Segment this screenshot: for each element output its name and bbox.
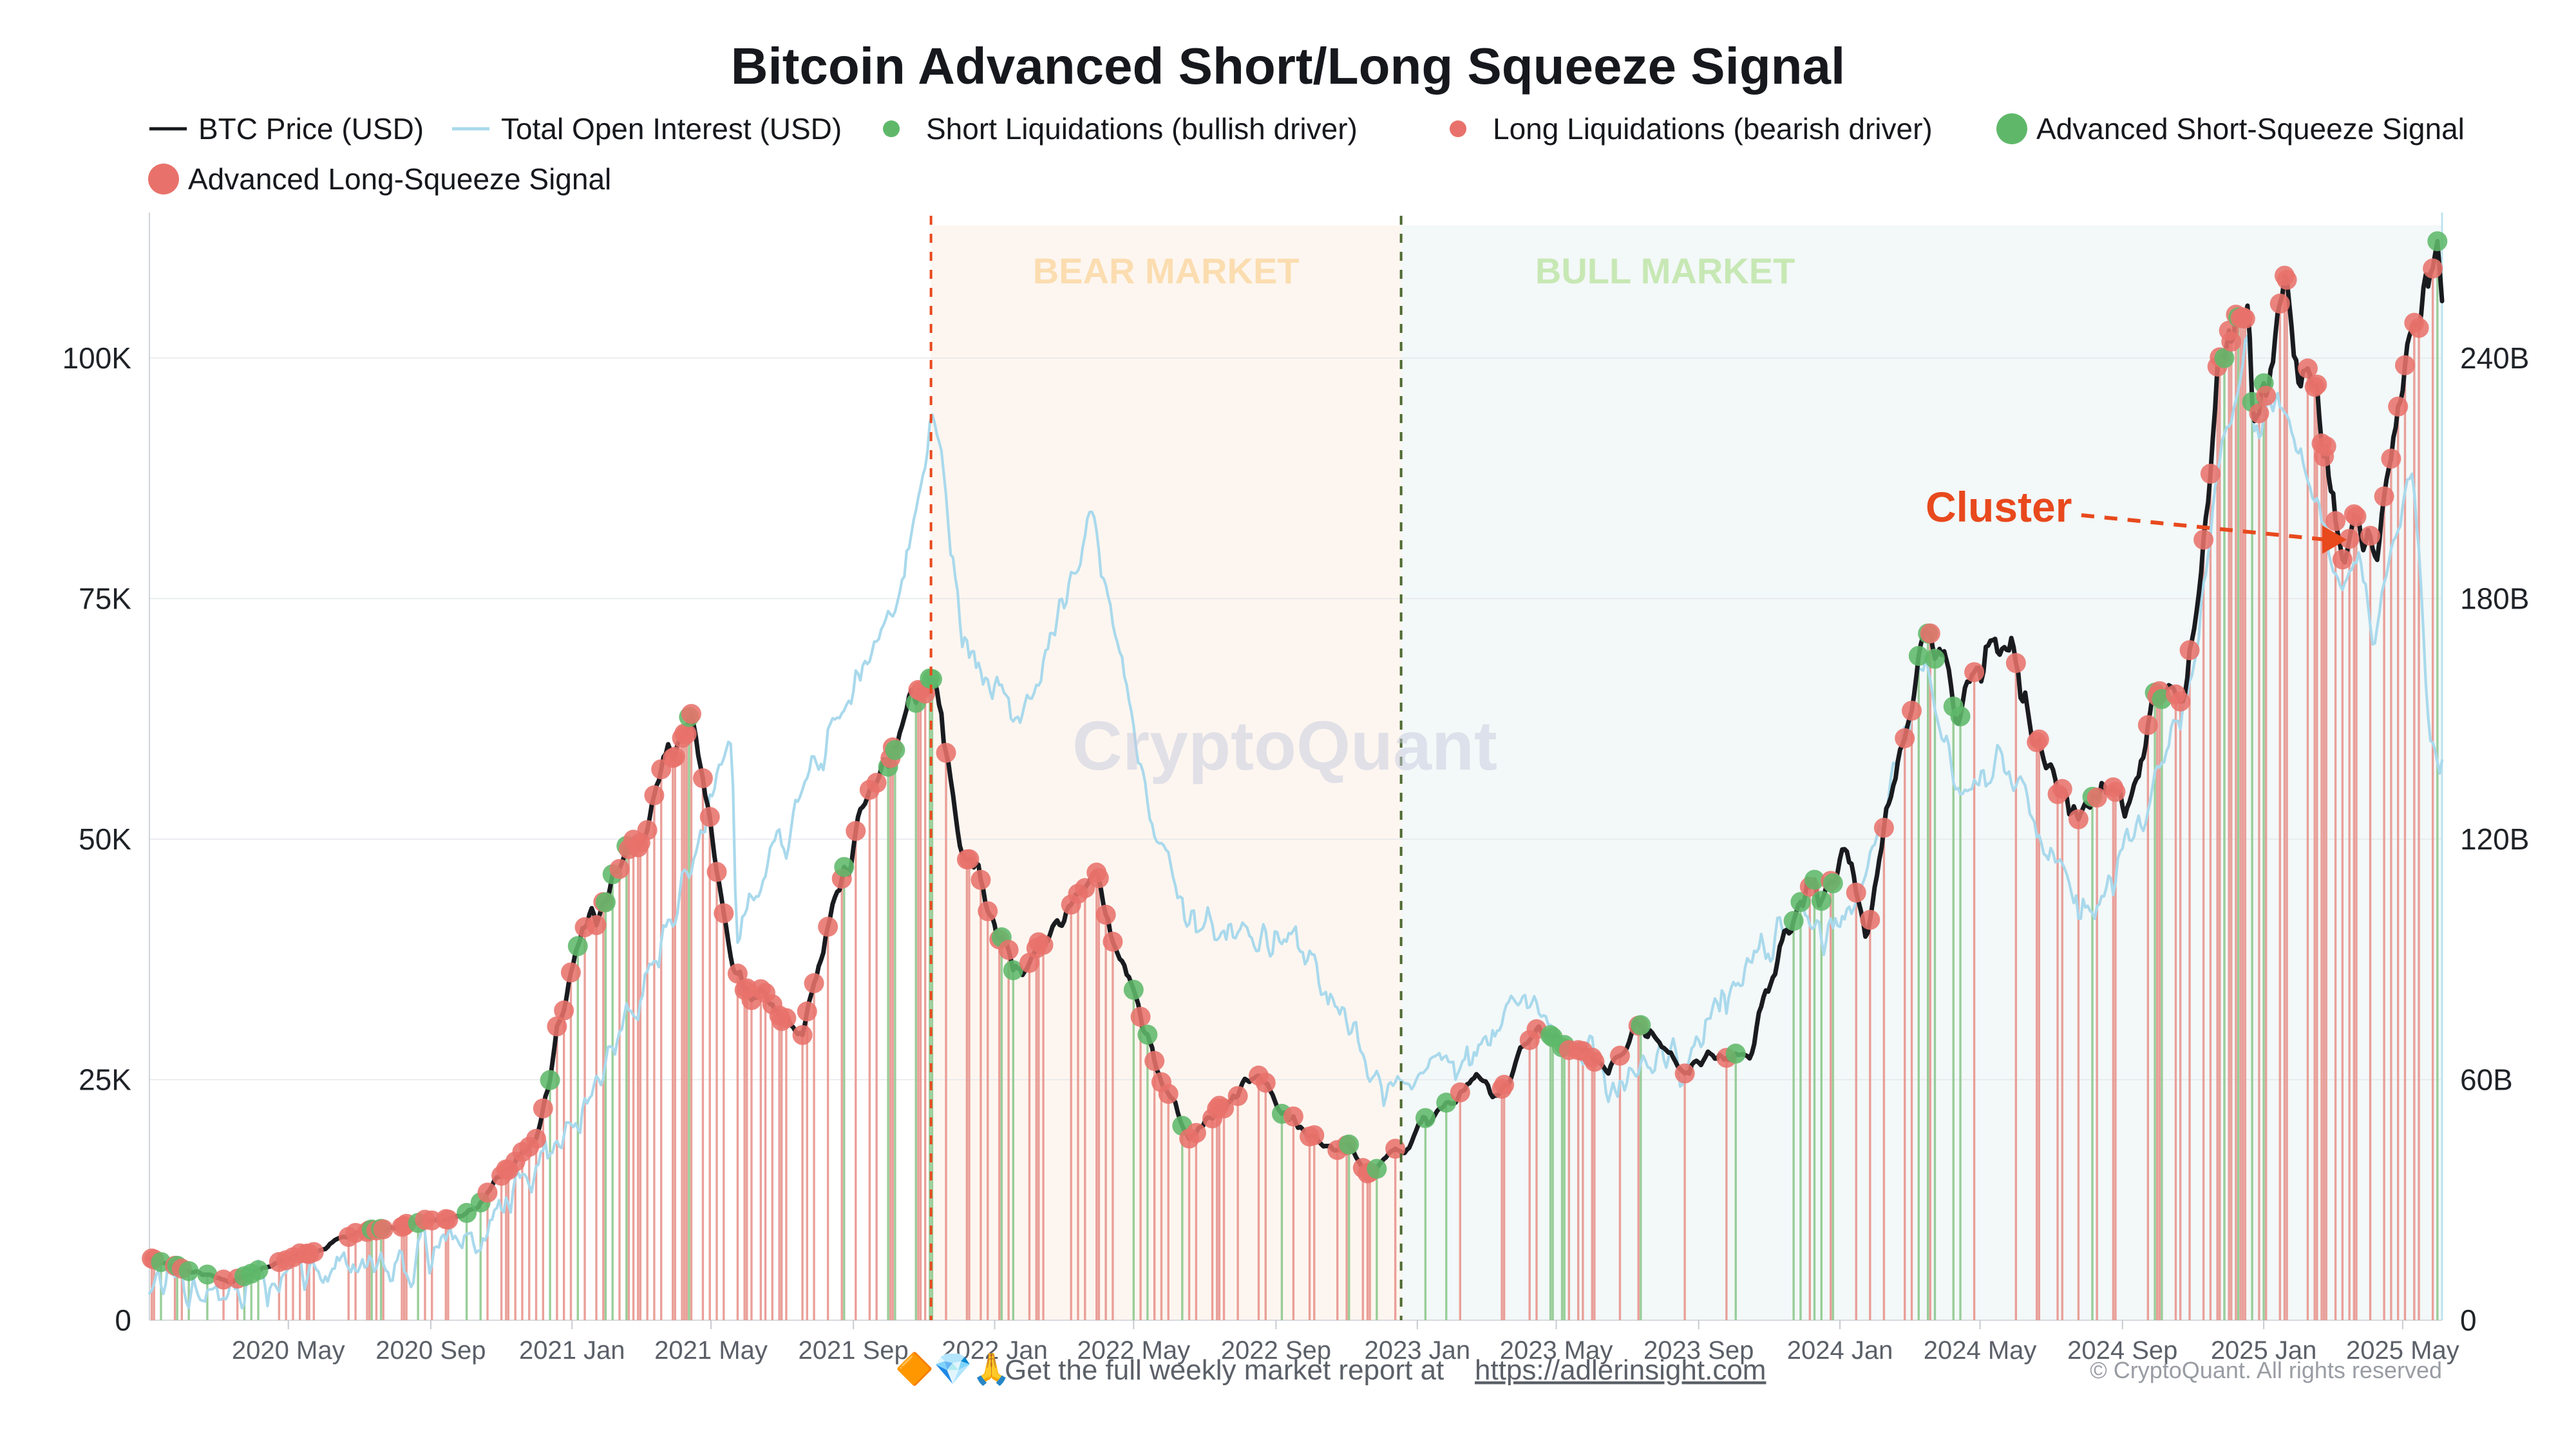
svg-text:60B: 60B xyxy=(2460,1063,2513,1097)
svg-text:120B: 120B xyxy=(2460,822,2529,856)
svg-text:25K: 25K xyxy=(79,1063,131,1097)
svg-text:Cluster: Cluster xyxy=(1926,483,2072,531)
svg-text:CryptoQuant: CryptoQuant xyxy=(1072,706,1497,784)
svg-text:2021 Jan: 2021 Jan xyxy=(519,1336,625,1365)
svg-text:2024 Jan: 2024 Jan xyxy=(1787,1336,1893,1365)
svg-text:75K: 75K xyxy=(79,582,131,616)
svg-text:180B: 180B xyxy=(2460,582,2529,616)
svg-text:BTC Price (USD): BTC Price (USD) xyxy=(198,112,424,146)
svg-text:240B: 240B xyxy=(2460,341,2529,375)
svg-text:Advanced Long-Squeeze Signal: Advanced Long-Squeeze Signal xyxy=(188,162,611,196)
svg-text:0: 0 xyxy=(115,1303,131,1337)
svg-text:https://adlerinsight.com: https://adlerinsight.com xyxy=(1475,1354,1766,1386)
svg-text:2021 Sep: 2021 Sep xyxy=(799,1336,909,1365)
svg-text:2020 May: 2020 May xyxy=(232,1336,345,1365)
svg-text:100K: 100K xyxy=(62,341,132,375)
svg-text:2021 May: 2021 May xyxy=(654,1336,768,1365)
svg-text:2024 May: 2024 May xyxy=(1924,1336,2037,1365)
svg-text:0: 0 xyxy=(2460,1303,2477,1337)
svg-text:Bitcoin Advanced Short/Long Sq: Bitcoin Advanced Short/Long Squeeze Sign… xyxy=(731,37,1846,95)
svg-text:Short Liquidations (bullish dr: Short Liquidations (bullish driver) xyxy=(926,112,1358,146)
svg-text:BULL MARKET: BULL MARKET xyxy=(1535,251,1795,291)
svg-text:2020 Sep: 2020 Sep xyxy=(375,1336,486,1365)
svg-text:50K: 50K xyxy=(79,822,131,856)
svg-text:Long Liquidations (bearish dri: Long Liquidations (bearish driver) xyxy=(1493,112,1933,146)
svg-text:Advanced Short-Squeeze Signal: Advanced Short-Squeeze Signal xyxy=(2036,112,2465,146)
svg-text:© CryptoQuant. All rights rese: © CryptoQuant. All rights reserved xyxy=(2090,1357,2442,1383)
svg-text:BEAR MARKET: BEAR MARKET xyxy=(1033,251,1300,291)
svg-text:Total Open Interest (USD): Total Open Interest (USD) xyxy=(501,112,842,146)
svg-text:🔶💎🙏: 🔶💎🙏 xyxy=(895,1351,1010,1387)
svg-text:Get the full weekly market rep: Get the full weekly market report at xyxy=(1005,1354,1444,1386)
